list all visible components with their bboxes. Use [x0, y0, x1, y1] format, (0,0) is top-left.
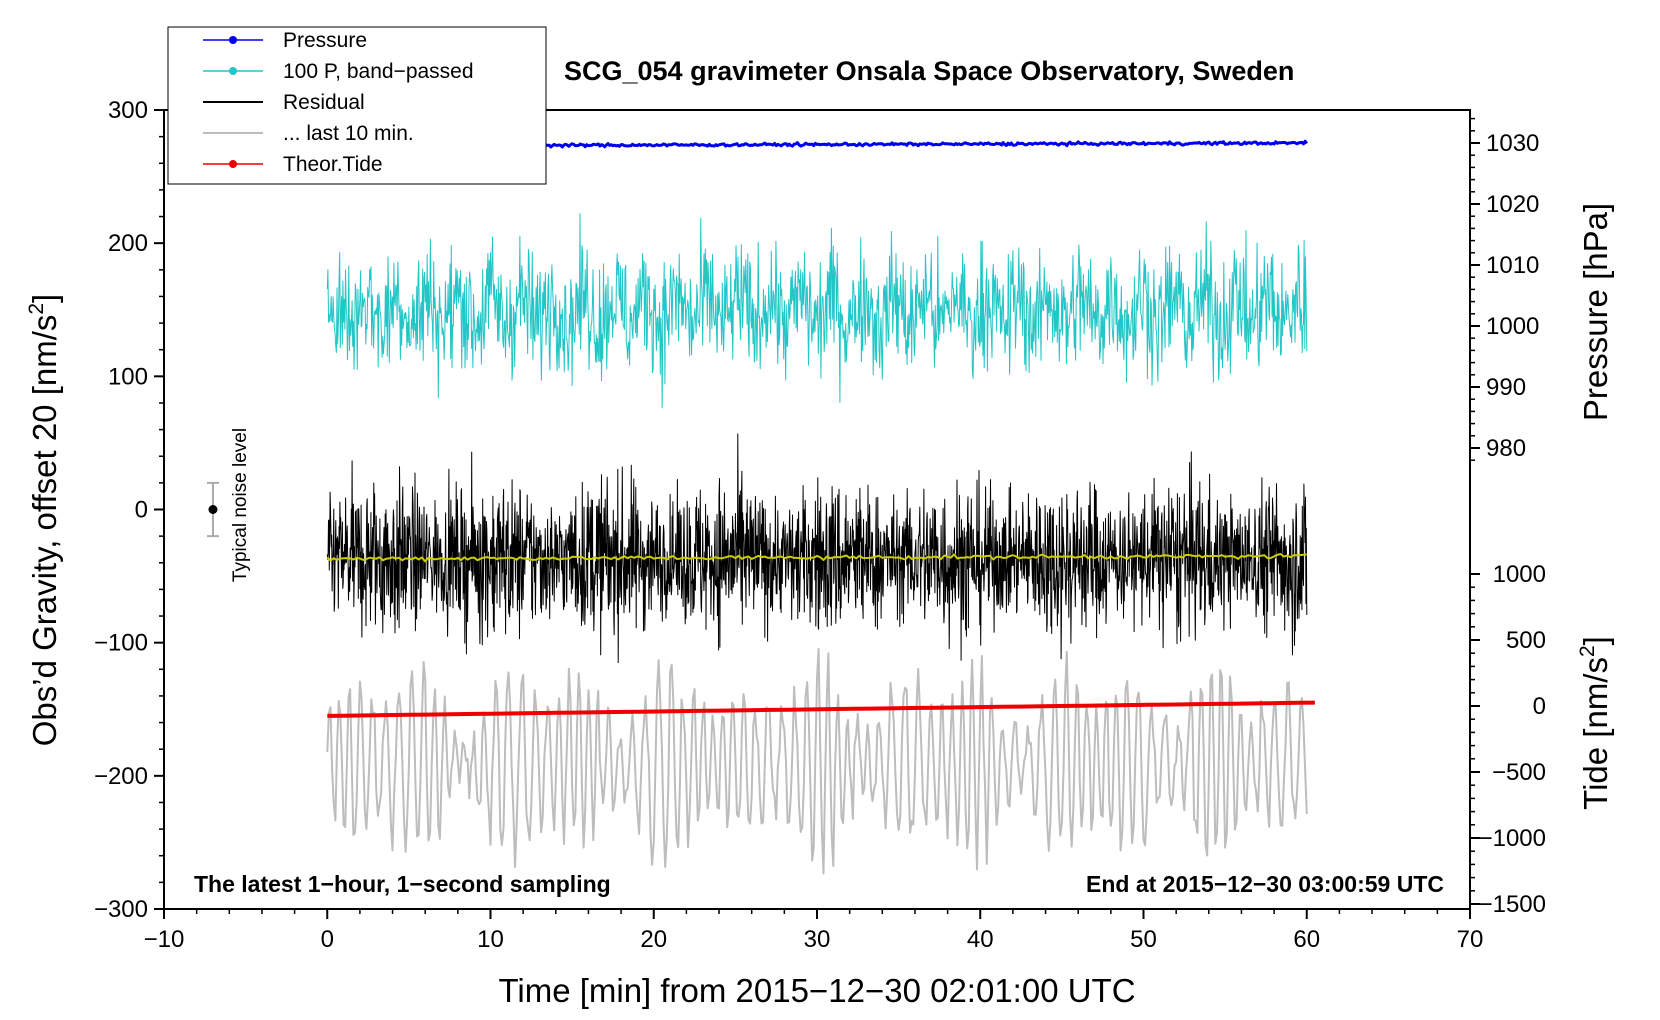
note-right: End at 2015−12−30 03:00:59 UTC: [1086, 871, 1444, 897]
y-axis-title-main: Obs’d Gravity, offset 20 [nm/s: [26, 315, 63, 747]
x-tick-label: 40: [967, 926, 994, 953]
y-tick-label: 200: [108, 230, 148, 257]
x-tick-label: 0: [321, 926, 334, 953]
legend-swatch-marker: [229, 160, 237, 168]
x-tick-label: 70: [1457, 926, 1484, 953]
noise-dot: [208, 505, 218, 514]
tide-tick-label: 1000: [1493, 561, 1546, 588]
tide-tick-label: −1000: [1479, 825, 1546, 852]
pressure-tick-label: 1000: [1486, 313, 1539, 340]
legend-box: [167, 26, 547, 185]
x-tick-label: −10: [144, 926, 185, 953]
x-tick-label: 10: [477, 926, 504, 953]
noise-indicator: Typical noise level: [206, 428, 251, 582]
tide-tick-label: 0: [1533, 693, 1546, 720]
series-residual: [326, 433, 1308, 664]
legend-label: Residual: [283, 91, 365, 114]
legend-swatch-marker: [229, 67, 237, 75]
x-tick-label: 60: [1293, 926, 1320, 953]
y-tick-label: −200: [94, 763, 148, 790]
axes-layer: −10 0 10 20 30 40 50 60 70−300−200−1000100200300…: [94, 97, 1546, 953]
series-band-passed-pressure: [326, 213, 1308, 409]
x-tick-label: 50: [1130, 926, 1157, 953]
series-theoretical-tide: [327, 700, 1315, 718]
y-axis-title: Obs’d Gravity, offset 20 [nm/s2]: [25, 294, 63, 746]
tide-axis-title-sup: 2: [1576, 645, 1599, 657]
pressure-tick-label: 1010: [1486, 252, 1539, 279]
legend-swatch-marker: [229, 36, 237, 44]
x-axis-title: Time [min] from 2015−12−30 02:01:00 UTC: [498, 972, 1135, 1009]
noise-label: Typical noise level: [230, 428, 251, 582]
note-left: The latest 1−hour, 1−second sampling: [194, 871, 611, 897]
pressure-tick-label: 980: [1486, 435, 1526, 462]
legend: Pressure 100 P, band−passed Residual ... la…: [167, 26, 547, 185]
tide-tick-label: −500: [1492, 759, 1546, 786]
series-layer: [326, 139, 1315, 875]
series-last-10-min: [326, 648, 1308, 875]
tide-axis-title-close: ]: [1577, 636, 1614, 645]
chart-title: SCG_054 gravimeter Onsala Space Observat…: [564, 56, 1294, 86]
tide-axis-title: Tide [nm/s2]: [1576, 636, 1614, 810]
y-tick-label: 300: [108, 97, 148, 124]
legend-label: Pressure: [283, 29, 367, 52]
x-tick-label: 20: [640, 926, 667, 953]
pressure-tick-label: 1030: [1486, 130, 1539, 157]
y-tick-label: 100: [108, 363, 148, 390]
legend-label: Theor.Tide: [283, 153, 383, 176]
tide-axis-title-main: Tide [nm/s: [1577, 657, 1614, 810]
x-tick-label: 30: [804, 926, 831, 953]
plot-frame: [163, 109, 1471, 910]
y-axis-title-close: ]: [26, 294, 63, 303]
tide-tick-label: −1500: [1479, 891, 1546, 918]
series-residual-mean: [326, 553, 1307, 563]
pressure-tick-label: 1020: [1486, 191, 1539, 218]
legend-label: 100 P, band−passed: [283, 60, 474, 83]
y-tick-label: −100: [94, 630, 148, 657]
pressure-tick-label: 990: [1486, 374, 1526, 401]
y-tick-label: −300: [94, 896, 148, 923]
pressure-axis-title: Pressure [hPa]: [1577, 203, 1614, 421]
y-tick-label: 0: [135, 497, 148, 524]
y-axis-title-sup: 2: [25, 303, 48, 315]
tide-tick-label: 500: [1506, 627, 1546, 654]
legend-label: ... last 10 min.: [283, 122, 414, 145]
